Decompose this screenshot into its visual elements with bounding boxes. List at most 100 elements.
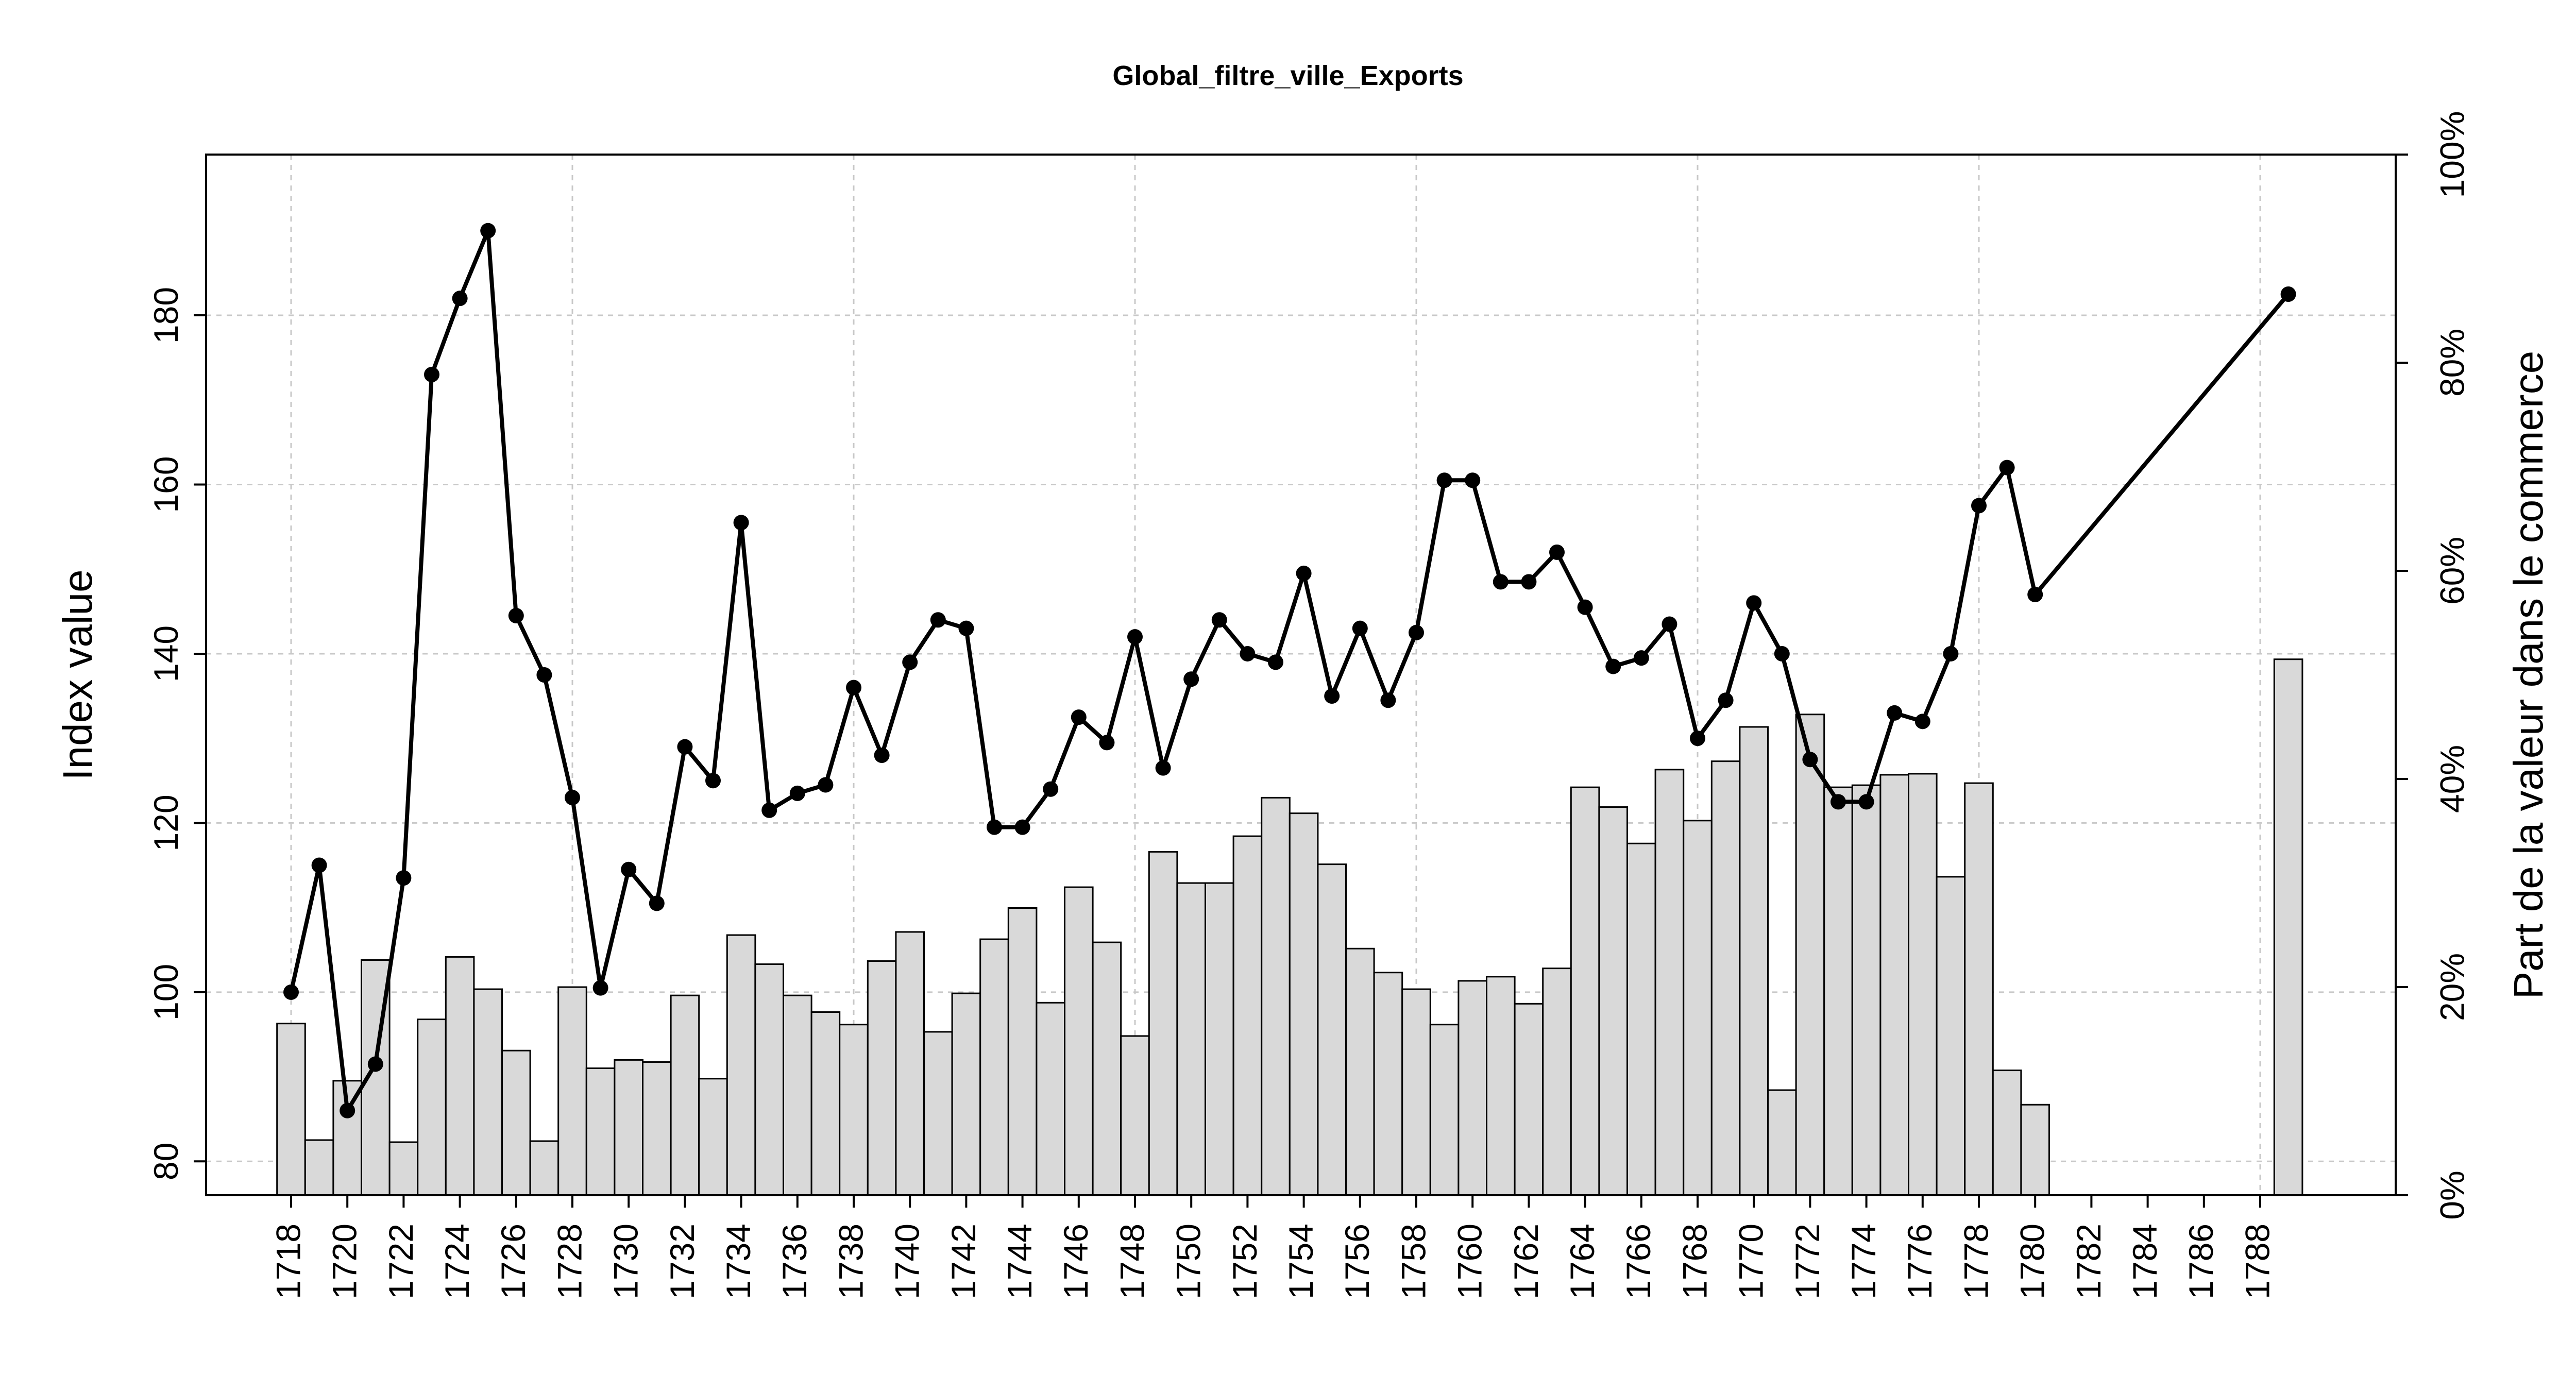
bar bbox=[304, 1139, 334, 1196]
bar bbox=[1908, 773, 1938, 1196]
index-point bbox=[1605, 658, 1621, 674]
index-point bbox=[1943, 646, 1959, 661]
bar bbox=[1401, 988, 1431, 1196]
index-point bbox=[1436, 472, 1452, 488]
x-tick-label: 1758 bbox=[1394, 1224, 1432, 1299]
index-point bbox=[340, 1102, 355, 1118]
x-tick-label: 1718 bbox=[269, 1224, 307, 1299]
index-point bbox=[283, 984, 299, 1000]
index-point bbox=[649, 895, 665, 911]
index-point bbox=[1802, 752, 1818, 768]
bar bbox=[557, 986, 587, 1196]
x-tick-label: 1730 bbox=[607, 1224, 645, 1299]
bar bbox=[445, 956, 475, 1196]
bar bbox=[1092, 941, 1122, 1196]
x-tick-label: 1778 bbox=[1957, 1224, 1995, 1299]
index-point bbox=[1718, 692, 1734, 708]
bar bbox=[670, 994, 700, 1196]
index-point bbox=[930, 612, 946, 628]
index-line-series bbox=[283, 223, 2296, 1118]
bar bbox=[895, 931, 925, 1196]
index-point bbox=[761, 802, 777, 818]
x-tick-label: 1734 bbox=[719, 1224, 757, 1299]
bar bbox=[529, 1140, 560, 1196]
bar bbox=[1879, 774, 1909, 1196]
index-point bbox=[1380, 692, 1396, 708]
y-left-tick-label: 100 bbox=[147, 964, 185, 1021]
index-point bbox=[958, 620, 974, 636]
index-point bbox=[1240, 646, 1256, 661]
index-point bbox=[1493, 574, 1509, 590]
bar bbox=[276, 1023, 306, 1196]
index-point bbox=[818, 777, 834, 793]
bar bbox=[642, 1061, 672, 1196]
x-tick-label: 1724 bbox=[438, 1224, 476, 1299]
index-point bbox=[1858, 794, 1874, 810]
x-tick-label: 1766 bbox=[1619, 1224, 1657, 1299]
bar bbox=[923, 1031, 953, 1196]
index-point bbox=[1633, 650, 1649, 666]
index-point bbox=[592, 980, 608, 996]
bar bbox=[698, 1078, 728, 1196]
x-tick-label: 1764 bbox=[1563, 1224, 1601, 1299]
bar bbox=[1795, 714, 1825, 1196]
x-tick-label: 1770 bbox=[1732, 1224, 1770, 1299]
bar bbox=[1064, 886, 1094, 1196]
x-tick-label: 1746 bbox=[1057, 1224, 1095, 1299]
bar bbox=[951, 992, 981, 1196]
index-point bbox=[1127, 629, 1143, 645]
index-point bbox=[311, 857, 327, 873]
index-point bbox=[2280, 286, 2296, 302]
y-right-tick-label: 0% bbox=[2433, 1171, 2471, 1219]
index-point bbox=[1296, 565, 1312, 581]
y-left-tick-label: 160 bbox=[147, 456, 185, 513]
index-point bbox=[1999, 460, 2015, 476]
index-point bbox=[1071, 709, 1087, 725]
bar bbox=[2020, 1104, 2050, 1196]
index-point bbox=[480, 223, 496, 239]
x-tick-label: 1782 bbox=[2070, 1224, 2108, 1299]
bar bbox=[1542, 968, 1572, 1196]
y-left-tick-label: 120 bbox=[147, 794, 185, 851]
x-tick-label: 1728 bbox=[550, 1224, 588, 1299]
index-point bbox=[1887, 705, 1903, 721]
x-tick-label: 1752 bbox=[1226, 1224, 1264, 1299]
index-point bbox=[1268, 654, 1283, 670]
bar bbox=[473, 988, 503, 1196]
index-point bbox=[2027, 586, 2043, 602]
index-point bbox=[424, 366, 439, 382]
bar bbox=[614, 1059, 644, 1196]
bar bbox=[1373, 972, 1403, 1196]
bar bbox=[417, 1019, 447, 1196]
index-point bbox=[1211, 612, 1227, 628]
y-left-tick-label: 140 bbox=[147, 625, 185, 682]
bar bbox=[1007, 907, 1038, 1196]
bar bbox=[1570, 786, 1600, 1196]
x-tick-label: 1742 bbox=[944, 1224, 982, 1299]
x-tick-label: 1768 bbox=[1675, 1224, 1714, 1299]
y-right-tick-label: 20% bbox=[2433, 953, 2471, 1021]
bar bbox=[501, 1049, 531, 1196]
index-point bbox=[1831, 794, 1846, 810]
index-line bbox=[289, 228, 2290, 1113]
bar bbox=[1317, 863, 1347, 1196]
index-point bbox=[1914, 714, 1930, 730]
index-point bbox=[565, 790, 580, 806]
bar bbox=[1232, 835, 1263, 1196]
bar bbox=[867, 960, 897, 1196]
x-tick-label: 1736 bbox=[775, 1224, 814, 1299]
bar bbox=[1598, 806, 1628, 1196]
bar bbox=[1345, 947, 1375, 1196]
chart-title: Global_filtre_ville_Exports bbox=[1112, 60, 1463, 91]
bar bbox=[1176, 882, 1206, 1196]
index-point bbox=[1971, 498, 1987, 514]
y-left-tick-label: 80 bbox=[147, 1143, 185, 1180]
x-tick-label: 1774 bbox=[1844, 1224, 1883, 1299]
index-point bbox=[677, 739, 693, 755]
bar bbox=[585, 1067, 616, 1196]
x-tick-label: 1732 bbox=[663, 1224, 701, 1299]
x-tick-label: 1720 bbox=[326, 1224, 364, 1299]
y-axis-right-title: Part de la valeur dans le commerce bbox=[2505, 351, 2551, 999]
bar bbox=[1683, 820, 1713, 1196]
index-point bbox=[1521, 574, 1537, 590]
